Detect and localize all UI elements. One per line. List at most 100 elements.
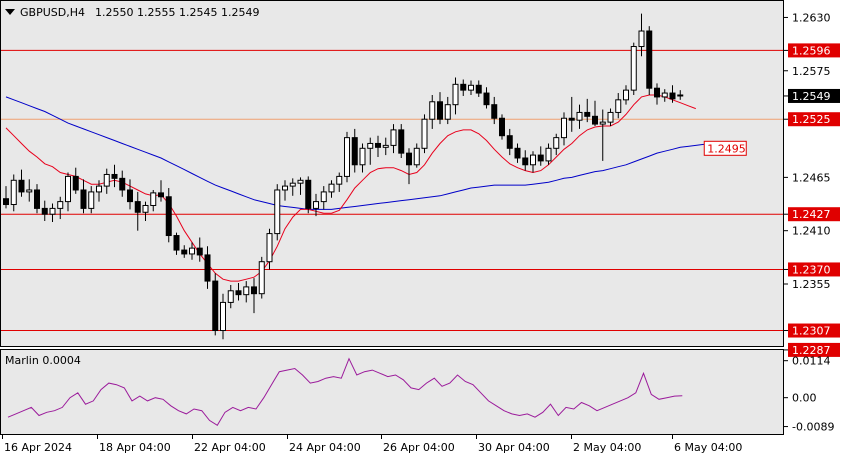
candle: [460, 79, 467, 96]
marlin-line: [7, 357, 683, 426]
level-lines: [0, 49, 784, 332]
candle-body: [483, 92, 490, 106]
level-price-label: 1.2427: [792, 208, 831, 221]
price-tick-label: 1.2355: [792, 278, 831, 291]
candle-body: [599, 121, 606, 125]
candle-body: [204, 254, 211, 282]
candle-body: [111, 173, 118, 179]
candle: [243, 281, 250, 303]
candle: [359, 143, 366, 173]
candle: [677, 90, 684, 100]
annotation-box: [703, 140, 747, 156]
candle-body: [460, 83, 467, 91]
candle: [220, 293, 226, 340]
candle-body: [313, 201, 319, 209]
candle-body: [196, 247, 203, 256]
candle: [212, 273, 219, 336]
candle-body: [638, 30, 645, 48]
level-price-label: 1.2287: [792, 344, 831, 357]
candle: [336, 172, 343, 192]
level-price-box: [788, 207, 840, 222]
candle-body: [561, 117, 567, 139]
candle: [375, 135, 381, 158]
candle: [10, 174, 17, 212]
candle-body: [553, 137, 560, 149]
candle: [57, 196, 64, 220]
candle: [483, 87, 490, 109]
candle-body: [398, 129, 405, 154]
candle: [274, 184, 281, 241]
candle: [103, 168, 110, 194]
indicator-label: Marlin 0.0004: [5, 354, 81, 367]
candle-body: [227, 290, 234, 303]
candle-body: [406, 152, 412, 166]
candle-body: [274, 189, 281, 235]
candle-body: [328, 183, 335, 193]
candle-body: [677, 94, 684, 97]
candle-body: [522, 157, 529, 166]
level-price-box: [788, 323, 840, 338]
candle-body: [669, 92, 676, 100]
candle: [88, 186, 95, 214]
candle: [367, 137, 374, 165]
candle-body: [654, 87, 660, 98]
candle: [49, 203, 56, 222]
dropdown-triangle-icon[interactable]: [5, 9, 15, 15]
candle-body: [344, 137, 350, 177]
candle-body: [421, 118, 428, 149]
candle-body: [530, 154, 536, 166]
candle: [599, 109, 606, 161]
level-price-box: [788, 262, 840, 277]
candle-body: [576, 111, 583, 121]
candle: [158, 180, 164, 202]
candle-body: [173, 235, 180, 251]
candle: [344, 131, 350, 183]
candle-body: [375, 142, 381, 148]
candle: [313, 193, 319, 217]
candle-body: [235, 290, 242, 296]
candle-body: [545, 147, 552, 162]
candle-body: [10, 179, 17, 206]
candle-body: [26, 189, 33, 193]
candle-body: [351, 137, 358, 166]
candle-body: [181, 249, 188, 255]
candle: [165, 188, 172, 243]
candle-body: [80, 189, 87, 209]
candle: [468, 80, 474, 95]
level-price-box: [788, 342, 840, 357]
level-price-box: [788, 43, 840, 58]
candle-body: [514, 147, 521, 159]
level-price-box: [788, 112, 840, 127]
candle-body: [499, 117, 505, 137]
candle-body: [615, 99, 622, 113]
candle-body: [320, 191, 327, 203]
candle-body: [119, 177, 126, 191]
chart-header: GBPUSD,H4 1.2550 1.2555 1.2545 1.2549: [5, 6, 259, 19]
candle-body: [475, 84, 482, 94]
candle-body: [390, 129, 397, 146]
candle: [173, 232, 180, 255]
candle: [297, 177, 304, 195]
level-price-label: 1.2370: [792, 263, 831, 276]
candle: [382, 137, 389, 156]
current-price-box: [788, 88, 840, 103]
candle: [3, 186, 9, 209]
candle: [491, 96, 498, 125]
candle: [514, 143, 521, 163]
candle: [111, 164, 118, 188]
level-price-label: 1.2525: [792, 113, 831, 126]
time-tick-label: 16 Apr 2024: [4, 441, 72, 454]
candles: [3, 13, 684, 340]
candle-body: [189, 247, 195, 255]
candle-body: [661, 92, 668, 98]
candle-body: [41, 207, 48, 215]
time-tick-label: 6 May 04:00: [674, 441, 742, 454]
main-plot-frame: [0, 0, 784, 347]
candle-body: [158, 192, 164, 198]
candle-body: [57, 201, 64, 209]
candle: [452, 77, 459, 115]
candle: [530, 151, 536, 173]
candle: [251, 278, 257, 314]
